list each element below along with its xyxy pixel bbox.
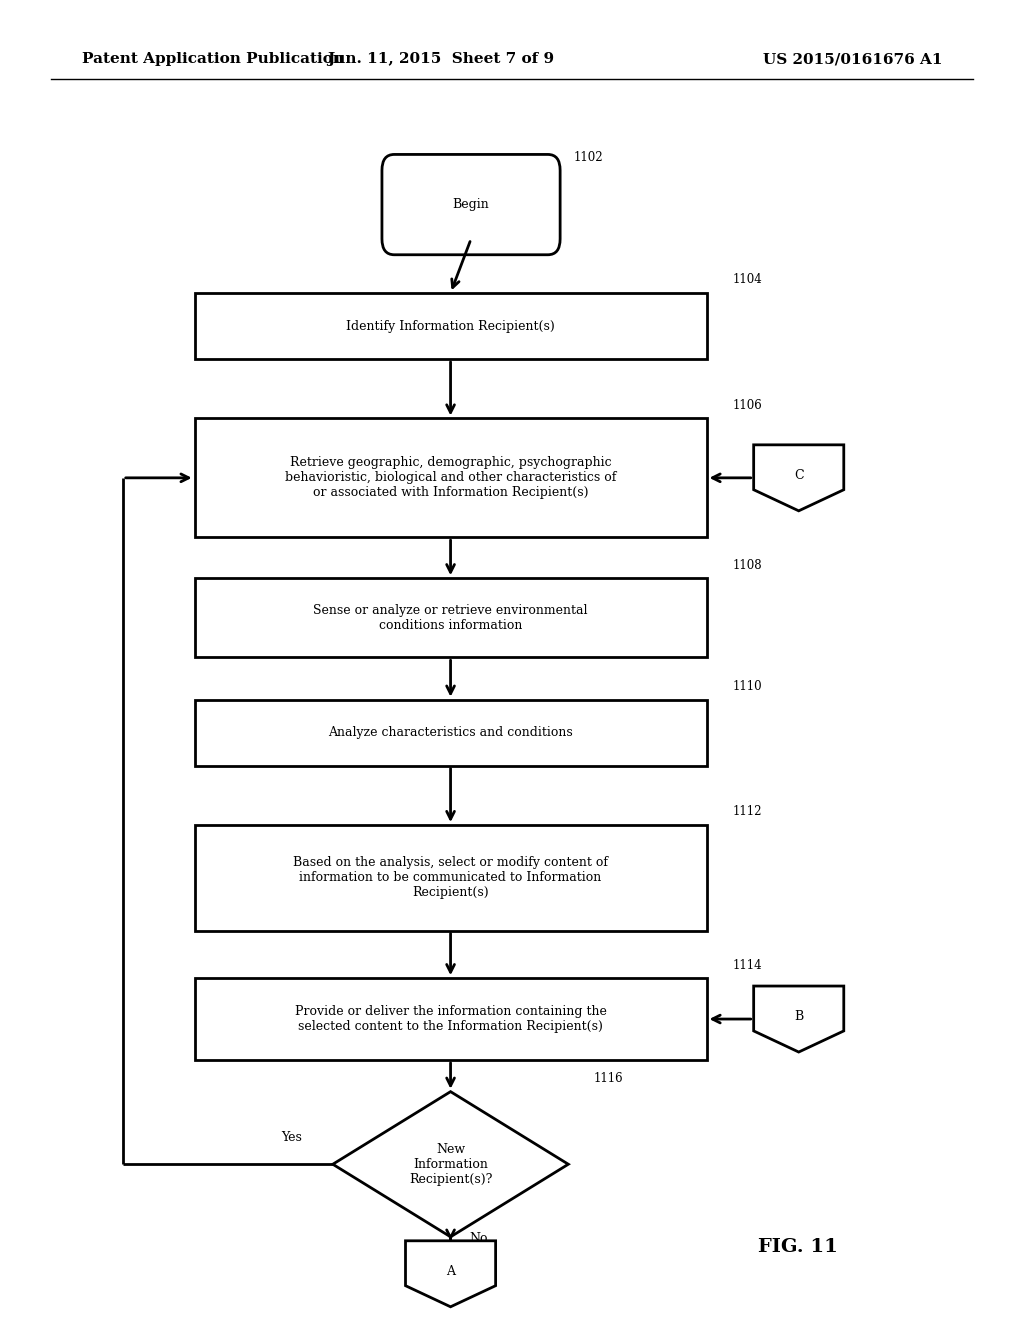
Text: Based on the analysis, select or modify content of
information to be communicate: Based on the analysis, select or modify … (293, 857, 608, 899)
Text: Sense or analyze or retrieve environmental
conditions information: Sense or analyze or retrieve environment… (313, 603, 588, 632)
Text: Begin: Begin (453, 198, 489, 211)
Polygon shape (754, 445, 844, 511)
Text: 1108: 1108 (732, 558, 762, 572)
Bar (195, 578, 707, 657)
Text: Patent Application Publication: Patent Application Publication (82, 53, 344, 66)
Text: Provide or deliver the information containing the
selected content to the Inform: Provide or deliver the information conta… (295, 1005, 606, 1034)
Bar (195, 700, 707, 766)
Polygon shape (754, 986, 844, 1052)
Text: A: A (446, 1265, 455, 1278)
Text: 1114: 1114 (732, 958, 762, 972)
Text: FIG. 11: FIG. 11 (758, 1238, 838, 1257)
Text: Jun. 11, 2015  Sheet 7 of 9: Jun. 11, 2015 Sheet 7 of 9 (327, 53, 554, 66)
Text: 1106: 1106 (732, 399, 762, 412)
FancyBboxPatch shape (382, 154, 560, 255)
Text: US 2015/0161676 A1: US 2015/0161676 A1 (763, 53, 942, 66)
Text: Retrieve geographic, demographic, psychographic
behavioristic, biological and ot: Retrieve geographic, demographic, psycho… (285, 457, 616, 499)
Text: Yes: Yes (282, 1131, 302, 1144)
Text: 1102: 1102 (573, 150, 603, 164)
Text: 1110: 1110 (732, 680, 762, 693)
Bar (195, 825, 707, 931)
Text: 1112: 1112 (732, 805, 762, 818)
Polygon shape (333, 1092, 568, 1237)
Bar (195, 293, 707, 359)
Text: New
Information
Recipient(s)?: New Information Recipient(s)? (409, 1143, 493, 1185)
Text: 1104: 1104 (732, 273, 762, 286)
Bar (195, 978, 707, 1060)
Text: B: B (794, 1010, 804, 1023)
Text: C: C (794, 469, 804, 482)
Text: Analyze characteristics and conditions: Analyze characteristics and conditions (328, 726, 573, 739)
Polygon shape (406, 1241, 496, 1307)
Bar (195, 418, 707, 537)
Text: Identify Information Recipient(s): Identify Information Recipient(s) (346, 319, 555, 333)
Text: No: No (469, 1233, 487, 1245)
Text: 1116: 1116 (594, 1072, 624, 1085)
